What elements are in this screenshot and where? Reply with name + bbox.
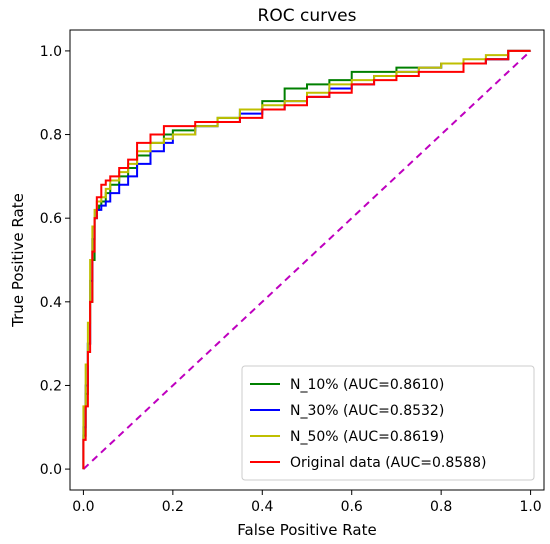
y-tick-label: 0.6: [40, 211, 62, 227]
y-tick-label: 0.4: [40, 295, 62, 311]
y-tick-label: 0.8: [40, 128, 62, 144]
plot-frame: [69, 29, 545, 491]
x-tick-label: 0.4: [251, 499, 273, 515]
reference-diagonal-line: [82, 50, 532, 470]
y-tick-label: 0.2: [40, 378, 62, 394]
roc-series-line-3: [82, 49, 531, 470]
reference-diagonal: [82, 50, 532, 470]
legend-entry-label: N_30% (AUC=0.8532): [290, 403, 444, 419]
x-tick-label: 0.6: [341, 499, 363, 515]
series-lines: [82, 49, 531, 470]
x-tick-label: 0.0: [72, 499, 94, 515]
chart-title: ROC curves: [258, 6, 357, 26]
y-axis-title: True Positive Rate: [9, 193, 27, 328]
x-tick-label: 0.2: [162, 499, 184, 515]
legend-box: [241, 365, 535, 481]
legend-entry-label: Original data (AUC=0.8588): [290, 455, 486, 471]
x-tick-label: 0.8: [430, 499, 452, 515]
y-tick-label: 0.0: [40, 462, 62, 478]
legend-entry-label: N_50% (AUC=0.8619): [290, 429, 444, 445]
legend-entry-label: N_10% (AUC=0.8610): [290, 377, 444, 393]
y-tick-label: 1.0: [40, 44, 62, 60]
axis-ticks: 0.0 0.2 0.4 0.6 0.8 1.0 0.0 0.2 0.4 0.6 0.8 1.0: [40, 44, 542, 515]
legend: N_10% (AUC=0.8610) N_30% (AUC=0.8532) N_50…: [241, 365, 535, 481]
x-axis-title: False Positive Rate: [237, 521, 376, 539]
x-tick-label: 1.0: [519, 499, 541, 515]
